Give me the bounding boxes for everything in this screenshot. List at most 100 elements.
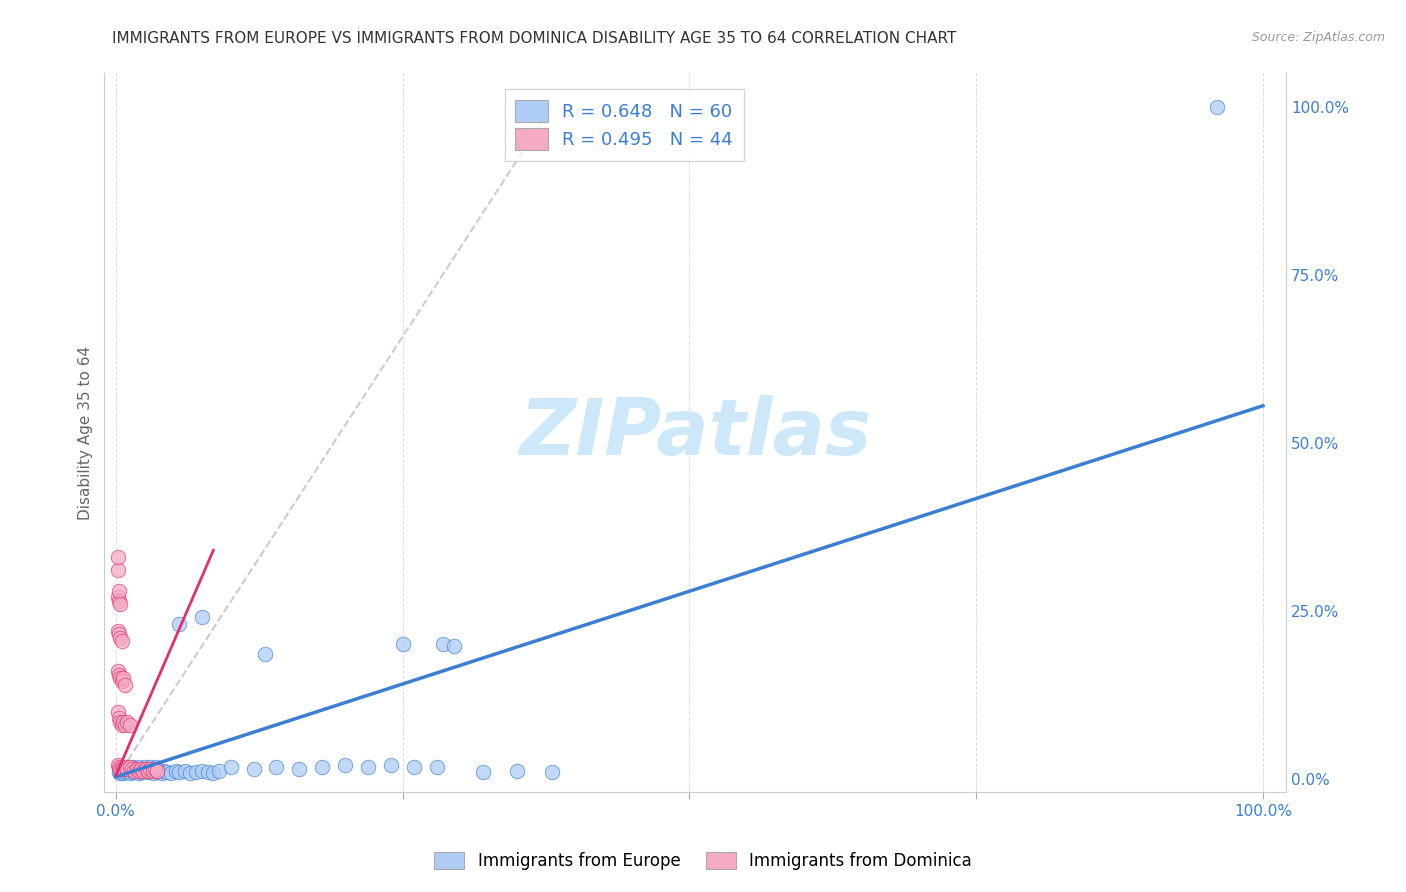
Point — [108, 759, 131, 773]
Point — [107, 758, 129, 772]
Point — [142, 766, 165, 780]
Point — [110, 674, 132, 689]
Point — [114, 718, 136, 732]
Point — [404, 759, 426, 773]
Point — [128, 766, 150, 780]
Point — [110, 764, 132, 778]
Y-axis label: Disability Age 35 to 64: Disability Age 35 to 64 — [79, 345, 93, 520]
Point — [506, 764, 529, 778]
Legend: R = 0.648   N = 60, R = 0.495   N = 44: R = 0.648 N = 60, R = 0.495 N = 44 — [505, 89, 744, 161]
Point — [129, 762, 152, 776]
Point — [117, 714, 139, 729]
Point — [114, 678, 136, 692]
Point — [426, 759, 449, 773]
Point — [107, 549, 129, 564]
Point — [118, 759, 141, 773]
Point — [117, 764, 139, 778]
Point — [134, 759, 156, 773]
Point — [108, 711, 131, 725]
Point — [111, 671, 134, 685]
Point — [110, 766, 132, 780]
Legend: Immigrants from Europe, Immigrants from Dominica: Immigrants from Europe, Immigrants from … — [427, 845, 979, 877]
Point — [110, 634, 132, 648]
Point — [107, 563, 129, 577]
Point — [107, 624, 129, 638]
Point — [117, 762, 139, 776]
Point — [145, 759, 167, 773]
Point — [288, 762, 311, 776]
Point — [153, 764, 176, 778]
Point — [197, 765, 219, 780]
Point — [266, 759, 288, 773]
Point — [135, 762, 157, 776]
Point — [118, 718, 141, 732]
Point — [1206, 99, 1229, 113]
Point — [114, 759, 136, 773]
Point — [432, 637, 454, 651]
Point — [173, 764, 195, 778]
Point — [136, 764, 159, 778]
Point — [191, 764, 214, 778]
Point — [107, 591, 129, 605]
Text: Source: ZipAtlas.com: Source: ZipAtlas.com — [1251, 31, 1385, 45]
Point — [219, 759, 242, 773]
Point — [121, 762, 143, 776]
Point — [118, 762, 141, 776]
Point — [540, 765, 562, 780]
Point — [108, 667, 131, 681]
Point — [110, 714, 132, 729]
Point — [139, 759, 162, 773]
Point — [391, 637, 413, 651]
Point — [108, 593, 131, 607]
Point — [108, 765, 131, 780]
Point — [136, 762, 159, 776]
Point — [136, 765, 159, 780]
Point — [129, 762, 152, 776]
Point — [129, 765, 152, 780]
Point — [128, 759, 150, 773]
Point — [139, 762, 162, 776]
Point — [128, 764, 150, 778]
Point — [108, 583, 131, 598]
Point — [118, 766, 141, 780]
Point — [165, 764, 187, 778]
Point — [108, 627, 131, 641]
Point — [160, 766, 183, 780]
Point — [117, 759, 139, 773]
Point — [156, 765, 179, 780]
Text: ZIPatlas: ZIPatlas — [519, 394, 872, 471]
Point — [122, 764, 145, 778]
Point — [167, 765, 190, 780]
Point — [111, 714, 134, 729]
Point — [142, 764, 165, 778]
Point — [202, 766, 225, 780]
Point — [148, 765, 170, 780]
Point — [167, 617, 190, 632]
Point — [125, 762, 148, 776]
Point — [146, 764, 169, 778]
Point — [111, 762, 134, 776]
Point — [125, 762, 148, 776]
Point — [111, 766, 134, 780]
Point — [122, 759, 145, 773]
Point — [110, 718, 132, 732]
Point — [114, 765, 136, 780]
Point — [125, 764, 148, 778]
Point — [242, 762, 264, 776]
Point — [471, 765, 494, 780]
Point — [110, 759, 132, 773]
Point — [107, 664, 129, 678]
Point — [253, 648, 276, 662]
Point — [443, 639, 465, 653]
Point — [110, 631, 132, 645]
Point — [335, 758, 357, 772]
Point — [179, 766, 201, 780]
Point — [134, 764, 156, 778]
Point — [110, 762, 132, 776]
Text: IMMIGRANTS FROM EUROPE VS IMMIGRANTS FROM DOMINICA DISABILITY AGE 35 TO 64 CORRE: IMMIGRANTS FROM EUROPE VS IMMIGRANTS FRO… — [112, 31, 956, 46]
Point — [110, 597, 132, 611]
Point — [150, 766, 173, 780]
Point — [143, 762, 166, 776]
Point — [110, 671, 132, 685]
Point — [357, 759, 380, 773]
